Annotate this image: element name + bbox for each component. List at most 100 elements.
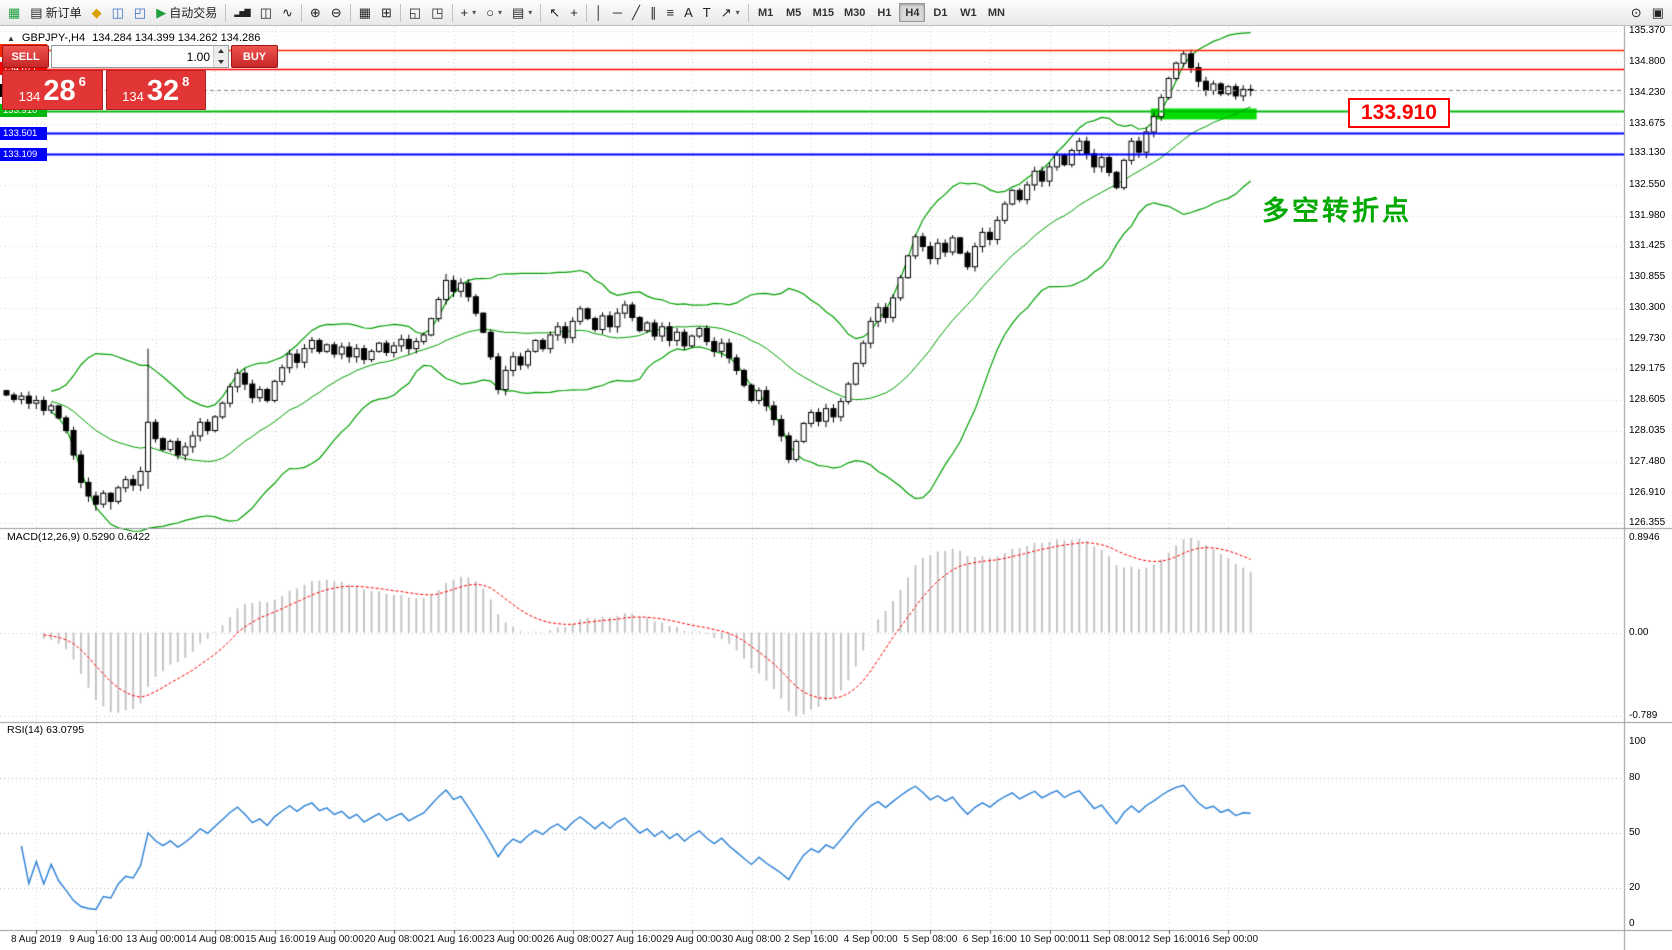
zoom-in-icon: ⊕	[309, 5, 321, 20]
volume-up-button[interactable]	[214, 46, 228, 57]
one-click-trading-panel: SELL BUY 134 28 6 134 32 8	[2, 45, 278, 110]
fibonacci-icon: ≡	[666, 5, 675, 20]
auto-trading-button[interactable]: ▶ 自动交易	[151, 2, 222, 23]
bar-chart-icon[interactable]: ▂▅▇	[229, 2, 254, 23]
candle-chart-icon[interactable]: ◫	[255, 2, 277, 23]
trendline-icon[interactable]: ╱	[627, 2, 645, 23]
add-indicator-button[interactable]: + ▾	[456, 2, 482, 23]
zoom-out-icon: ⊖	[330, 5, 342, 20]
timeframe-m1-button[interactable]: M1	[753, 3, 779, 22]
timeframe-m30-button[interactable]: M30	[840, 3, 869, 22]
volume-down-button[interactable]	[214, 56, 228, 67]
candle-chart-icon: ◫	[259, 5, 272, 20]
shapes-icon: ↗	[720, 5, 732, 20]
label-icon: T	[702, 5, 711, 20]
bar-chart-icon: ▂▅▇	[234, 7, 251, 17]
label-icon[interactable]: T	[698, 2, 716, 23]
toolbar-separator	[300, 3, 302, 22]
text-icon[interactable]: A	[679, 2, 698, 23]
add-indicator-icon: +	[460, 5, 469, 20]
shapes-icon[interactable]: ↗ ▾	[716, 2, 745, 23]
template-menu-button[interactable]: ▤ ▾	[507, 2, 537, 23]
trendline-icon: ╱	[632, 5, 640, 20]
channel-icon[interactable]: ∥	[645, 2, 662, 23]
one-click-toggle-icon[interactable]: ▲	[7, 33, 15, 43]
vertical-line-icon[interactable]: │	[590, 2, 608, 23]
chart-mini-icon[interactable]: ▦	[3, 2, 25, 23]
buy-price-pips: 32	[146, 75, 180, 107]
cursor-icon[interactable]: ↖	[544, 2, 565, 23]
channel-icon: ∥	[649, 5, 657, 20]
line-chart-icon: ∿	[281, 5, 293, 20]
market-window-icon: ◫	[111, 5, 124, 20]
fibonacci-icon[interactable]: ≡	[661, 2, 679, 23]
line-chart-icon[interactable]: ∿	[277, 2, 298, 23]
dropdown-arrow-icon: ▾	[497, 8, 502, 17]
timeframe-w1-button[interactable]: W1	[955, 3, 981, 22]
grid-icon[interactable]: ▦	[354, 2, 376, 23]
indicators-lamp-icon[interactable]: ◆	[87, 2, 107, 23]
horizontal-line-icon[interactable]: ─	[608, 2, 627, 23]
buy-price-point: 8	[182, 74, 190, 89]
dropdown-arrow-icon: ▾	[735, 8, 740, 17]
new-order-icon: ▤	[30, 5, 43, 20]
sell-price-pips: 28	[43, 75, 76, 107]
market-window-icon[interactable]: ◫	[107, 2, 129, 23]
timeframe-m15-button[interactable]: M15	[809, 3, 838, 22]
new-chart-window-icon: ◱	[408, 5, 422, 20]
cursor-icon: ↖	[549, 5, 561, 20]
toolbar-separator	[540, 3, 542, 22]
timeframe-d1-button[interactable]: D1	[927, 3, 953, 22]
sell-price-display[interactable]: 134 28 6	[2, 70, 103, 110]
sell-price-point: 6	[78, 74, 86, 89]
sell-button[interactable]: SELL	[2, 45, 49, 68]
new-chart-window-icon[interactable]: ◱	[404, 2, 426, 23]
timeframe-h1-button[interactable]: H1	[871, 3, 897, 22]
timeframe-h4-button[interactable]: H4	[899, 3, 926, 22]
search-icon[interactable]: ⊙	[1626, 2, 1647, 23]
auto-trading-button-label: 自动交易	[169, 6, 218, 20]
period-menu-icon: ○	[486, 5, 494, 20]
buy-price-display[interactable]: 134 32 8	[105, 70, 206, 110]
dropdown-arrow-icon: ▾	[528, 8, 533, 17]
buy-button[interactable]: BUY	[231, 45, 278, 68]
toolbar: ▦ ▤ 新订单 ◆ ◫ ◰ ▶ 自动交易 ▂▅▇ ◫ ∿ ⊕ ⊖ ▦ ⊞ ◱ ◳ + ▾ ○ ▾ ▤ ▾ ↖ + │ ─ ╱ ∥ ≡ A T ↗…	[0, 0, 1672, 26]
buy-price-integer: 134	[122, 88, 144, 104]
sell-price-integer: 134	[18, 88, 41, 104]
cascade-windows-icon: ◳	[431, 5, 444, 20]
zoom-out-icon[interactable]: ⊖	[326, 2, 347, 23]
toolbar-separator	[585, 3, 587, 22]
toolbar-separator	[399, 3, 401, 22]
indicators-lamp-icon: ◆	[91, 5, 102, 20]
period-menu-button[interactable]: ○ ▾	[481, 2, 507, 23]
volume-box	[51, 45, 229, 68]
search-icon: ⊙	[1630, 5, 1642, 20]
tile-windows-icon[interactable]: ⊞	[376, 2, 397, 23]
toolbox-window-icon[interactable]: ▣	[1647, 2, 1669, 23]
auto-trading-icon: ▶	[156, 5, 167, 20]
toolbar-separator	[225, 3, 227, 22]
profile-window-icon[interactable]: ◰	[129, 2, 151, 23]
toolbar-separator	[747, 3, 749, 22]
vertical-line-icon: │	[594, 5, 603, 20]
tile-windows-icon: ⊞	[381, 5, 392, 20]
new-order-button-label: 新订单	[45, 6, 82, 20]
volume-input[interactable]	[52, 46, 213, 67]
volume-spinner	[213, 46, 228, 67]
cascade-windows-icon[interactable]: ◳	[426, 2, 448, 23]
toolbar-separator	[349, 3, 351, 22]
crosshair-icon[interactable]: +	[565, 2, 583, 23]
profile-window-icon: ◰	[133, 5, 147, 20]
toolbox-window-icon: ▣	[1651, 5, 1664, 20]
zoom-in-icon[interactable]: ⊕	[305, 2, 326, 23]
new-order-button[interactable]: ▤ 新订单	[25, 2, 86, 23]
timeframe-m5-button[interactable]: M5	[781, 3, 807, 22]
dropdown-arrow-icon: ▾	[472, 8, 477, 17]
horizontal-line-icon: ─	[612, 5, 623, 20]
template-menu-icon: ▤	[511, 5, 525, 20]
chart-mini-icon: ▦	[8, 5, 21, 20]
grid-icon: ▦	[358, 5, 371, 20]
timeframe-mn-button[interactable]: MN	[983, 3, 1009, 22]
text-icon: A	[684, 5, 693, 20]
